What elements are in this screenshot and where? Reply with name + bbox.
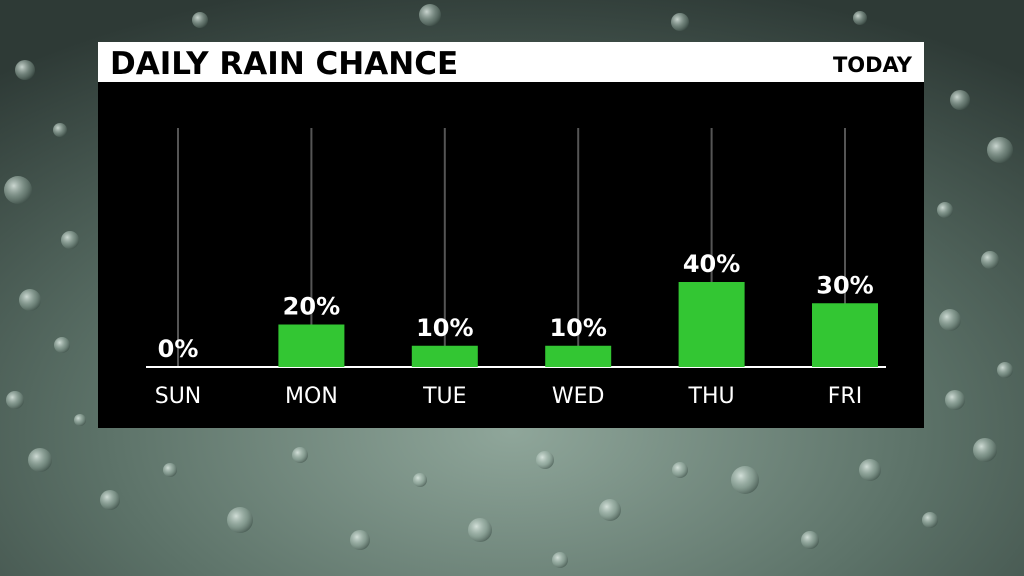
x-tick-label: SUN [155,384,202,409]
value-label: 20% [283,293,340,321]
x-tick-label: THU [688,384,735,409]
x-tick-label: MON [285,384,338,409]
value-label: 40% [683,250,740,278]
x-tick-label: WED [552,384,605,409]
x-tick-label: TUE [422,384,466,409]
bar [411,345,478,367]
bar [678,282,745,367]
value-label: 10% [416,314,473,342]
bar [812,303,878,367]
x-tick-label: FRI [828,384,862,409]
header-bar [98,42,924,82]
chart-panel [98,82,924,428]
value-label: 30% [816,271,873,299]
bar [278,324,345,367]
raindrops [4,4,1013,568]
chart-subtitle: TODAY [833,53,913,77]
bar [545,345,612,367]
chart-title: DAILY RAIN CHANCE [110,46,458,82]
value-label: 10% [549,314,606,342]
value-label: 0% [158,335,199,363]
